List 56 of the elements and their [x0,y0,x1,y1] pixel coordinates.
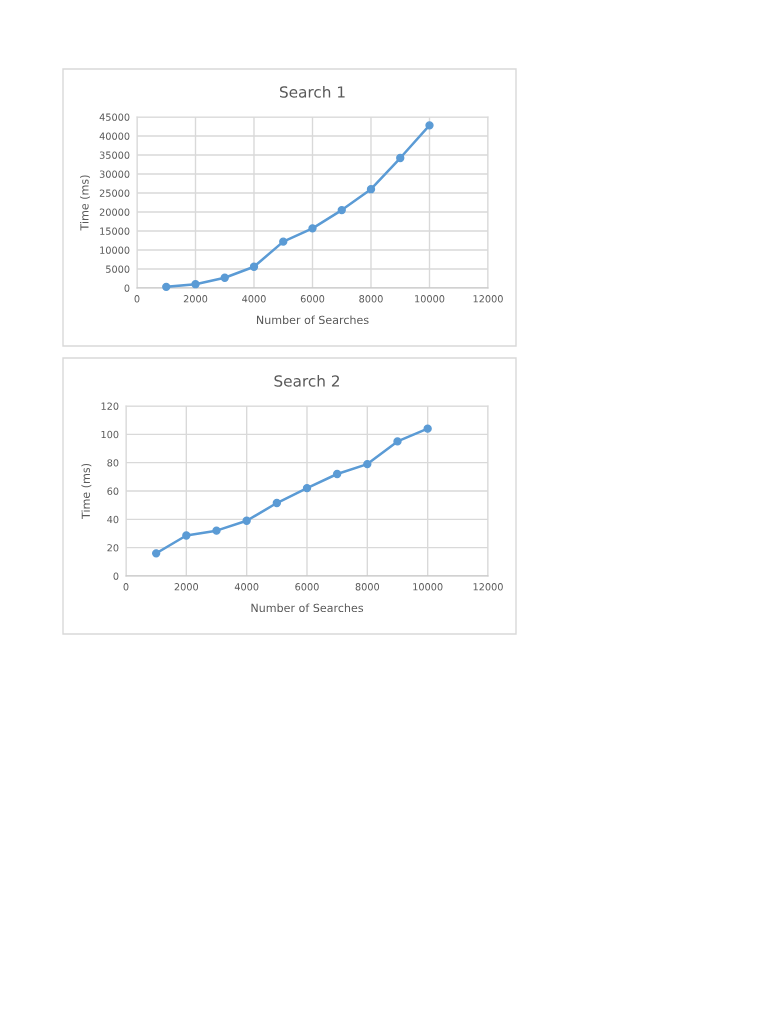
y-tick-label: 35000 [99,151,130,159]
y-tick-label: 20000 [99,208,130,216]
x-tick-label: 2000 [183,295,208,303]
y-axis-title: Time (ms) [81,463,92,520]
x-tick-label: 8000 [359,295,383,303]
point [366,185,376,194]
point [182,531,191,540]
x-tick-label: 4000 [234,583,259,591]
y-tick-label: 60 [107,487,119,495]
x-axis-title: Number of Searches [256,315,369,325]
y-tick-label: 0 [113,572,119,580]
point [337,205,346,215]
x-tick-label: 10000 [413,583,443,591]
point [425,121,434,130]
y-tick-label: 120 [101,402,119,410]
point [162,282,171,292]
y-tick-label: 40000 [99,132,130,140]
x-tick-label: 12000 [473,583,503,591]
x-tick-label: 6000 [300,295,325,303]
point [396,153,405,163]
x-tick-label: 12000 [473,295,503,303]
point [242,516,251,525]
point [212,526,221,535]
y-tick-label: 100 [101,430,119,439]
y-tick-label: 0 [124,284,130,292]
point [272,498,282,508]
point [332,469,342,479]
point [151,549,161,558]
y-tick-label: 30000 [99,170,130,178]
y-tick-label: 15000 [100,227,130,235]
point [393,437,402,446]
point [191,280,200,289]
point [363,459,372,469]
point [302,483,312,493]
y-tick-label: 10000 [100,246,130,254]
point [423,424,432,433]
y-tick-label: 5000 [106,265,130,273]
y-tick-label: 80 [107,459,119,467]
x-tick-label: 2000 [174,583,199,591]
y-tick-label: 40 [107,515,119,524]
y-tick-label: 20 [107,544,119,552]
chart-title: Search 1 [279,85,345,98]
x-tick-label: 10000 [415,295,445,303]
y-tick-label: 25000 [99,189,130,197]
point [220,273,229,282]
x-axis-title: Number of Searches [251,603,364,613]
point [308,224,317,233]
x-tick-label: 6000 [295,583,319,591]
x-tick-label: 8000 [355,583,380,591]
x-tick-label: 0 [134,295,140,303]
y-axis-title: Time (ms) [80,175,90,231]
x-tick-label: 4000 [242,295,266,303]
point [249,262,259,271]
y-tick-label: 45000 [99,113,130,121]
point [279,237,288,246]
chart-title: Search 2 [274,374,339,387]
